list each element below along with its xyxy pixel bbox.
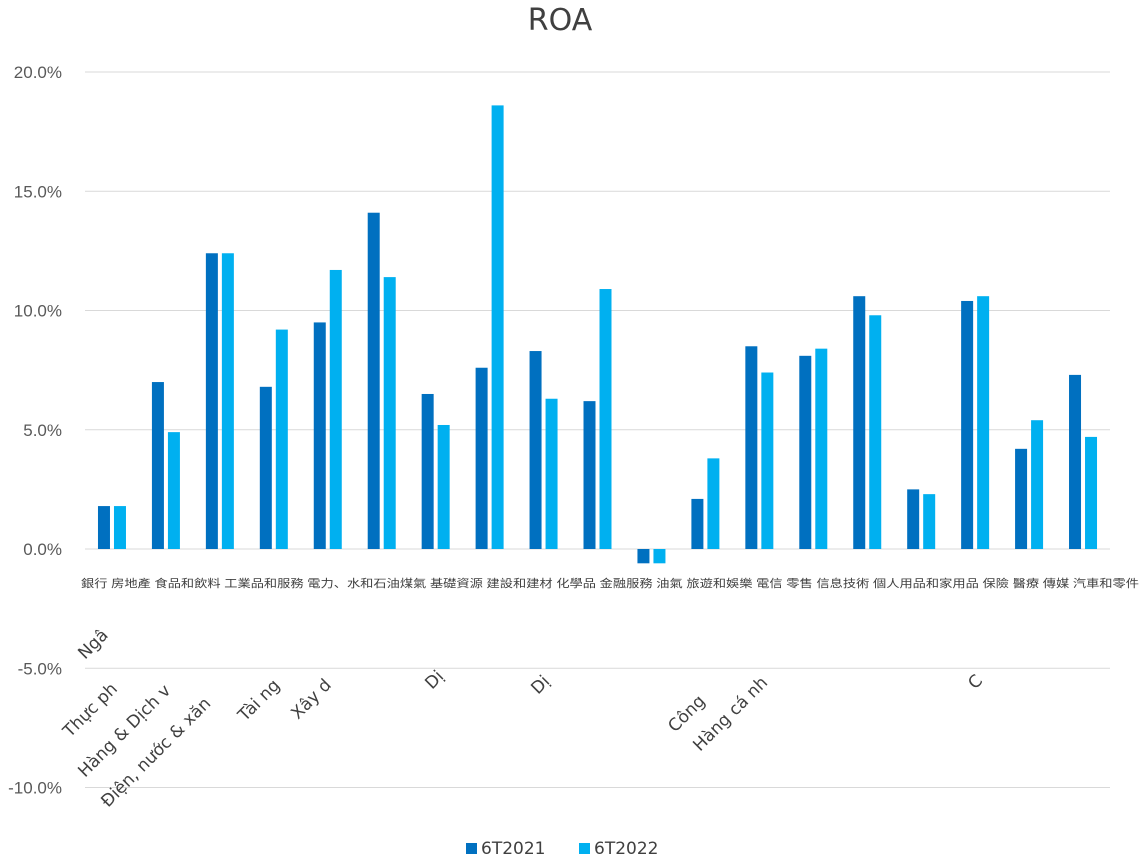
overlay-label: Dị bbox=[527, 672, 554, 699]
overlay-label: Xây d bbox=[287, 675, 335, 723]
bar-6t2022-8 bbox=[546, 399, 558, 549]
y-tick-label: -5.0% bbox=[18, 659, 62, 678]
bar-6t2022-6 bbox=[438, 425, 450, 549]
category-label: 傳媒 bbox=[1039, 577, 1069, 590]
category-label: 化學品 bbox=[553, 577, 596, 590]
bar-6t2022-1 bbox=[168, 432, 180, 549]
bar-6t2022-3 bbox=[276, 330, 288, 549]
bar-6t2021-17 bbox=[1015, 449, 1027, 549]
overlay-label: Ngâ bbox=[74, 625, 112, 663]
bar-6t2021-10 bbox=[637, 549, 649, 563]
y-axis-ticks: 20.0% 15.0% 10.0% 5.0% 0.0% -5.0% -10.0% bbox=[8, 63, 62, 798]
x-axis-categories: 銀行 房地產 食品和飲料 工業品和服務 電力、水和石油煤氣 基礎資源 建設和建材… bbox=[81, 576, 1139, 590]
bar-6t2021-1 bbox=[152, 382, 164, 549]
bar-6t2021-13 bbox=[799, 356, 811, 549]
bar-6t2022-17 bbox=[1031, 420, 1043, 549]
bar-6t2022-5 bbox=[384, 277, 396, 549]
y-tick-label: 10.0% bbox=[14, 302, 62, 321]
bar-6t2021-4 bbox=[314, 322, 326, 549]
category-label: 醫療 bbox=[1009, 577, 1039, 590]
bar-6t2022-4 bbox=[330, 270, 342, 549]
bar-6t2022-13 bbox=[815, 349, 827, 549]
category-label: 油氣 bbox=[653, 577, 683, 590]
category-label: 建設和建材 bbox=[483, 576, 553, 590]
category-label: 房地產 bbox=[107, 576, 150, 590]
gridlines bbox=[85, 72, 1110, 788]
bar-6t2021-14 bbox=[853, 296, 865, 549]
bar-6t2021-3 bbox=[260, 387, 272, 549]
bar-6t2022-2 bbox=[222, 253, 234, 549]
bar-6t2022-10 bbox=[653, 549, 665, 563]
y-tick-label: -10.0% bbox=[8, 779, 62, 798]
chart-title: ROA bbox=[528, 3, 593, 38]
category-label: 旅遊和娛樂 bbox=[683, 576, 753, 590]
overlay-label: Dị bbox=[421, 667, 448, 694]
legend-swatch-6t2022 bbox=[579, 843, 590, 854]
category-label: 工業品和服務 bbox=[221, 577, 304, 590]
y-tick-label: 5.0% bbox=[23, 421, 62, 440]
bar-6t2022-0 bbox=[114, 506, 126, 549]
legend-swatch-6t2021 bbox=[466, 843, 477, 854]
bar-6t2022-14 bbox=[869, 315, 881, 549]
legend-label-6t2021: 6T2021 bbox=[481, 839, 545, 859]
overlay-label: C bbox=[964, 671, 987, 694]
y-tick-label: 0.0% bbox=[23, 540, 62, 559]
bar-6t2022-7 bbox=[492, 105, 504, 549]
y-tick-label: 20.0% bbox=[14, 63, 62, 82]
category-label: 汽車和零件 bbox=[1069, 576, 1139, 590]
bar-6t2022-11 bbox=[707, 458, 719, 549]
bar-6t2021-16 bbox=[961, 301, 973, 549]
overlay-label: Hàng cá nh bbox=[689, 673, 772, 756]
category-label: 電力、水和石油煤氣 bbox=[304, 577, 427, 590]
category-label: 銀行 bbox=[81, 577, 107, 590]
bar-6t2022-16 bbox=[977, 296, 989, 549]
overlapping-labels: Ngâ Thực ph Hàng & Dịch v Điện, nước & x… bbox=[59, 625, 987, 811]
bar-6t2022-12 bbox=[761, 373, 773, 549]
bar-6t2021-18 bbox=[1069, 375, 1081, 549]
category-labels-row: 銀行 房地產 食品和飲料 工業品和服務 電力、水和石油煤氣 基礎資源 建設和建材… bbox=[81, 576, 1139, 590]
category-label: 電信 bbox=[753, 577, 783, 590]
category-label: 個人用品和家用品 bbox=[869, 576, 978, 590]
bar-6t2021-8 bbox=[530, 351, 542, 549]
bar-6t2021-12 bbox=[745, 346, 757, 549]
bars bbox=[98, 105, 1097, 563]
bar-6t2021-11 bbox=[691, 499, 703, 549]
category-label: 零售 bbox=[783, 576, 813, 590]
legend-label-6t2022: 6T2022 bbox=[594, 839, 658, 859]
category-label: 信息技術 bbox=[813, 576, 870, 590]
category-label: 金融服務 bbox=[596, 576, 653, 590]
category-label: 食品和飲料 bbox=[151, 576, 221, 590]
bar-6t2021-2 bbox=[206, 253, 218, 549]
bar-6t2022-18 bbox=[1085, 437, 1097, 549]
bar-6t2021-9 bbox=[584, 401, 596, 549]
overlay-label: Tài ng bbox=[234, 676, 285, 727]
bar-6t2021-0 bbox=[98, 506, 110, 549]
bar-6t2021-15 bbox=[907, 489, 919, 549]
bar-6t2021-7 bbox=[476, 368, 488, 549]
category-label: 保險 bbox=[979, 576, 1009, 590]
bar-6t2022-15 bbox=[923, 494, 935, 549]
y-tick-label: 15.0% bbox=[14, 182, 62, 201]
bar-6t2021-6 bbox=[422, 394, 434, 549]
bar-6t2022-9 bbox=[600, 289, 612, 549]
bar-6t2021-5 bbox=[368, 213, 380, 549]
legend: 6T2021 6T2022 bbox=[466, 839, 658, 859]
category-label: 基礎資源 bbox=[426, 577, 483, 590]
